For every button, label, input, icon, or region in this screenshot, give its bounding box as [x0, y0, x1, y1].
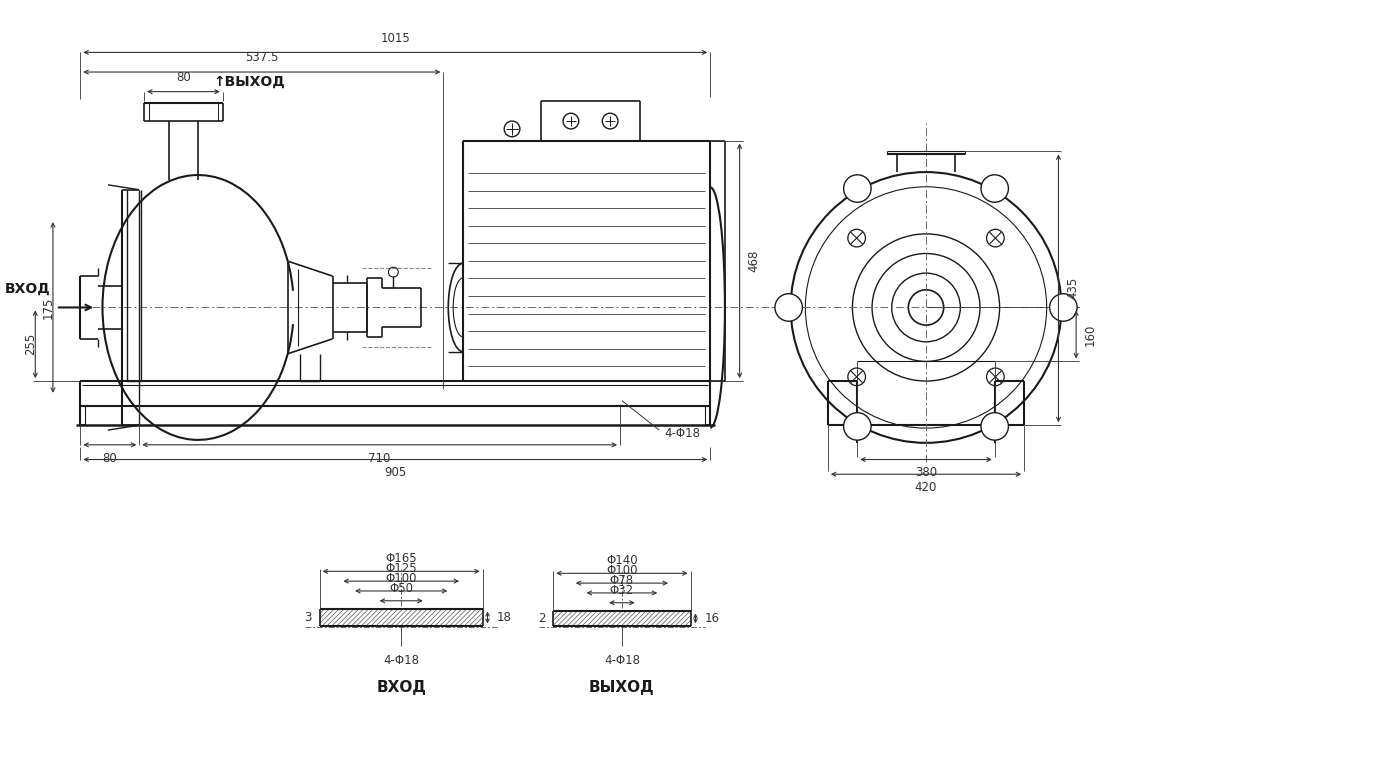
Circle shape: [844, 413, 871, 440]
Text: 255: 255: [24, 333, 37, 355]
Text: 1015: 1015: [380, 31, 411, 44]
Circle shape: [981, 413, 1008, 440]
Text: 160: 160: [1084, 323, 1097, 345]
Text: Φ140: Φ140: [606, 555, 638, 568]
Text: 18: 18: [496, 611, 512, 624]
Text: ↑ВЫХОД: ↑ВЫХОД: [213, 75, 285, 89]
Text: Φ50: Φ50: [389, 582, 414, 595]
Text: 4-Φ18: 4-Φ18: [383, 653, 419, 666]
Text: ВХОД: ВХОД: [376, 680, 426, 696]
Text: Φ78: Φ78: [610, 574, 633, 587]
Text: ВЫХОД: ВЫХОД: [589, 680, 654, 696]
Text: 905: 905: [384, 466, 407, 480]
Text: 2: 2: [538, 612, 545, 625]
Circle shape: [774, 293, 802, 321]
Text: Φ125: Φ125: [386, 562, 418, 575]
Text: 435: 435: [1066, 277, 1079, 300]
Text: 468: 468: [747, 250, 761, 272]
Text: 80: 80: [102, 452, 118, 465]
Text: 3: 3: [304, 611, 313, 624]
Text: 80: 80: [176, 70, 191, 83]
Text: 380: 380: [916, 466, 938, 480]
Circle shape: [981, 175, 1008, 202]
Text: Φ165: Φ165: [386, 552, 418, 565]
Text: 16: 16: [704, 612, 719, 625]
Text: 420: 420: [914, 481, 938, 494]
Text: 4-Φ18: 4-Φ18: [664, 427, 700, 440]
Text: Φ100: Φ100: [386, 572, 416, 585]
Circle shape: [844, 175, 871, 202]
Text: 537.5: 537.5: [245, 51, 278, 64]
Text: Φ100: Φ100: [606, 565, 638, 578]
Text: 4-Φ18: 4-Φ18: [604, 653, 640, 666]
Text: 175: 175: [41, 296, 54, 319]
Text: 710: 710: [368, 452, 391, 465]
Text: ВХОД: ВХОД: [6, 282, 51, 296]
Text: Φ32: Φ32: [610, 584, 633, 597]
Circle shape: [1050, 293, 1077, 321]
